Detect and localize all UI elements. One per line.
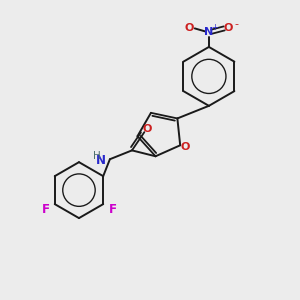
Text: F: F — [108, 203, 116, 216]
Text: N: N — [96, 154, 106, 167]
Text: O: O — [185, 23, 194, 33]
Text: H: H — [93, 151, 101, 161]
Text: O: O — [142, 124, 152, 134]
Text: O: O — [181, 142, 190, 152]
Text: N: N — [204, 27, 214, 37]
Text: +: + — [211, 23, 217, 32]
Text: F: F — [41, 203, 50, 216]
Text: -: - — [234, 19, 238, 29]
Text: O: O — [224, 23, 233, 33]
